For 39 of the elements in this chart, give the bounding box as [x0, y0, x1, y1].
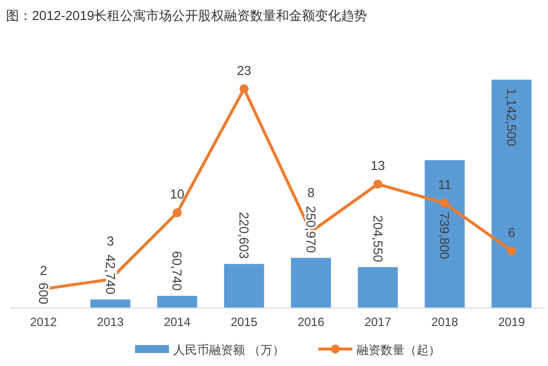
x-tick-label: 2013 [96, 315, 124, 329]
data-label: 13 [370, 158, 386, 174]
data-label: 23 [236, 62, 252, 78]
bar [492, 80, 532, 308]
bar [157, 296, 198, 308]
bar [290, 258, 331, 308]
data-label: 220,603 [236, 212, 252, 259]
bar [358, 267, 398, 308]
data-label: 42,740 [102, 254, 118, 294]
point [240, 84, 249, 94]
legend-label: 人民币融资额 （万） [173, 343, 284, 357]
data-label: 60,740 [170, 250, 185, 291]
x-tick-label: 2018 [431, 315, 458, 329]
x-tick-label: 2015 [230, 315, 258, 329]
bar [90, 299, 130, 308]
data-label: 204,550 [370, 215, 386, 262]
data-label: 8 [307, 184, 315, 200]
bar [424, 160, 465, 308]
legend-label: 融资数量（起） [356, 343, 440, 357]
bar [224, 264, 264, 308]
point [507, 246, 516, 256]
data-label: 739,800 [437, 212, 452, 260]
data-label: 11 [438, 177, 452, 192]
point [373, 180, 382, 189]
x-tick-label: 2012 [30, 315, 58, 329]
x-tick-label: 2019 [498, 315, 526, 329]
chart-title: 图：2012-2019长租公寓市场公开股权融资数量和金额变化趋势 [6, 8, 368, 23]
x-tick-label: 2016 [298, 315, 325, 329]
point [172, 208, 182, 218]
data-label: 1,142,500 [504, 88, 520, 146]
data-label: 250,970 [303, 206, 318, 253]
x-tick-label: 2014 [164, 315, 191, 329]
point [440, 198, 450, 208]
data-label: 2 [40, 262, 48, 278]
data-label: 3 [106, 233, 114, 248]
data-label: 600 [36, 282, 51, 304]
data-label: 6 [508, 224, 516, 240]
data-label: 10 [170, 186, 184, 202]
x-tick-label: 2017 [364, 315, 392, 329]
